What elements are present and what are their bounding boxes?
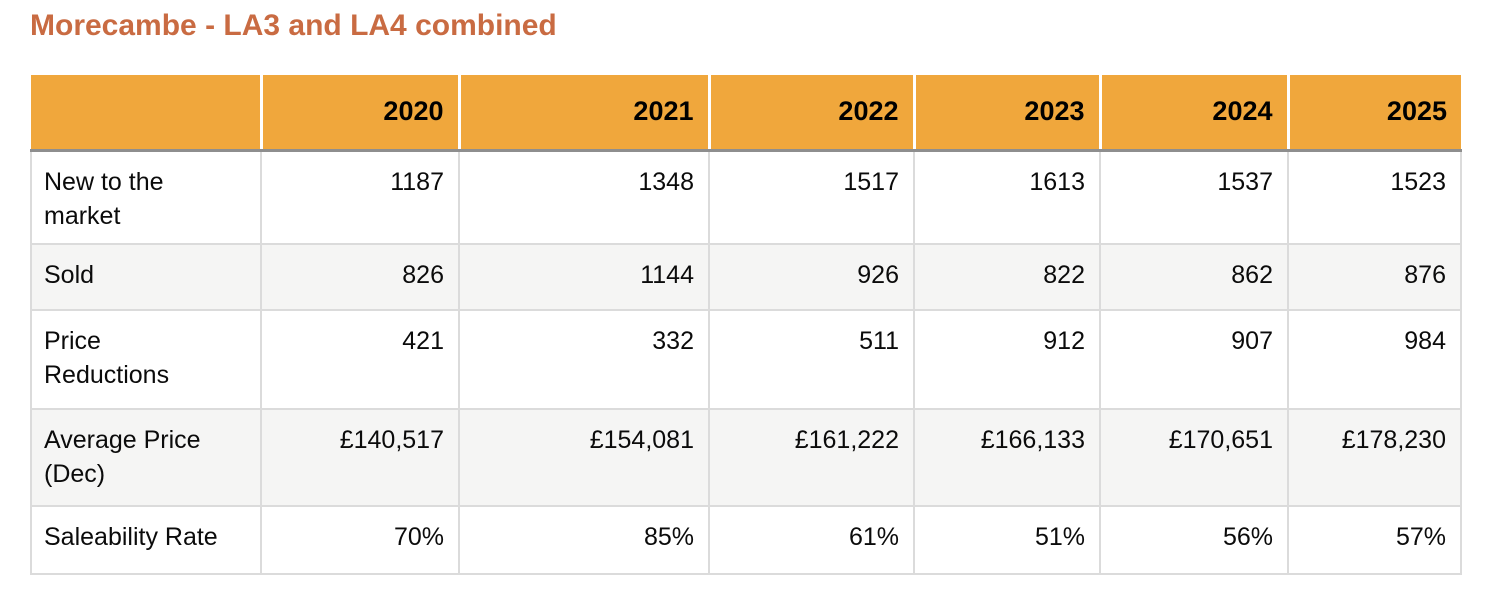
table-cell: 1523 (1287, 149, 1462, 245)
page: Morecambe - LA3 and LA4 combined 2020 20… (30, 9, 1462, 575)
table-cell: £170,651 (1099, 408, 1289, 507)
table-cell: £166,133 (913, 408, 1101, 507)
table-row-price-reductions: Price Reductions 421 332 511 912 907 984 (30, 309, 1462, 410)
year-header-2020: 2020 (261, 75, 461, 152)
table-cell: 822 (913, 243, 1101, 311)
table-cell: 511 (708, 309, 915, 410)
row-label-average-price: Average Price (Dec) (30, 408, 262, 507)
table-cell: 1348 (458, 149, 710, 245)
table-cell: 876 (1287, 243, 1462, 311)
table-cell: 984 (1287, 309, 1462, 410)
table-cell: 70% (260, 505, 460, 575)
table-row-new-to-market: New to the market 1187 1348 1517 1613 15… (30, 149, 1462, 245)
page-title: Morecambe - LA3 and LA4 combined (30, 9, 557, 42)
table-cell: £154,081 (458, 408, 710, 507)
table-cell: 1613 (913, 149, 1101, 245)
table-row-sold: Sold 826 1144 926 822 862 876 (30, 243, 1462, 311)
table-cell: 332 (458, 309, 710, 410)
table-cell: 57% (1287, 505, 1462, 575)
row-label-price-reductions: Price Reductions (30, 309, 262, 410)
year-header-2024: 2024 (1100, 75, 1290, 152)
table-cell: £178,230 (1287, 408, 1462, 507)
year-header-2021: 2021 (459, 75, 711, 152)
table-cell: 1144 (458, 243, 710, 311)
table-cell: 51% (913, 505, 1101, 575)
row-label-saleability-rate: Saleability Rate (30, 505, 262, 575)
table-cell: 1517 (708, 149, 915, 245)
table-cell: 85% (458, 505, 710, 575)
market-stats-table: 2020 2021 2022 2023 2024 2025 New to the… (30, 75, 1462, 575)
table-cell: 1187 (260, 149, 460, 245)
table-cell: 826 (260, 243, 460, 311)
table-cell: £161,222 (708, 408, 915, 507)
table-cell: 862 (1099, 243, 1289, 311)
table-row-average-price: Average Price (Dec) £140,517 £154,081 £1… (30, 408, 1462, 507)
table-cell: 56% (1099, 505, 1289, 575)
table-cell: 61% (708, 505, 915, 575)
table-cell: £140,517 (260, 408, 460, 507)
year-header-2025: 2025 (1288, 75, 1461, 152)
table-header: 2020 2021 2022 2023 2024 2025 (31, 75, 1461, 152)
table-header-row: 2020 2021 2022 2023 2024 2025 (31, 75, 1461, 152)
row-label-new-to-market: New to the market (30, 149, 262, 245)
year-header-2023: 2023 (914, 75, 1102, 152)
year-header-2022: 2022 (709, 75, 916, 152)
table-cell: 912 (913, 309, 1101, 410)
table-cell: 1537 (1099, 149, 1289, 245)
table-cell: 421 (260, 309, 460, 410)
corner-header-cell (31, 75, 263, 152)
row-label-sold: Sold (30, 243, 262, 311)
table-cell: 926 (708, 243, 915, 311)
table-body: New to the market 1187 1348 1517 1613 15… (30, 149, 1462, 575)
table-row-saleability-rate: Saleability Rate 70% 85% 61% 51% 56% 57% (30, 505, 1462, 575)
table-cell: 907 (1099, 309, 1289, 410)
